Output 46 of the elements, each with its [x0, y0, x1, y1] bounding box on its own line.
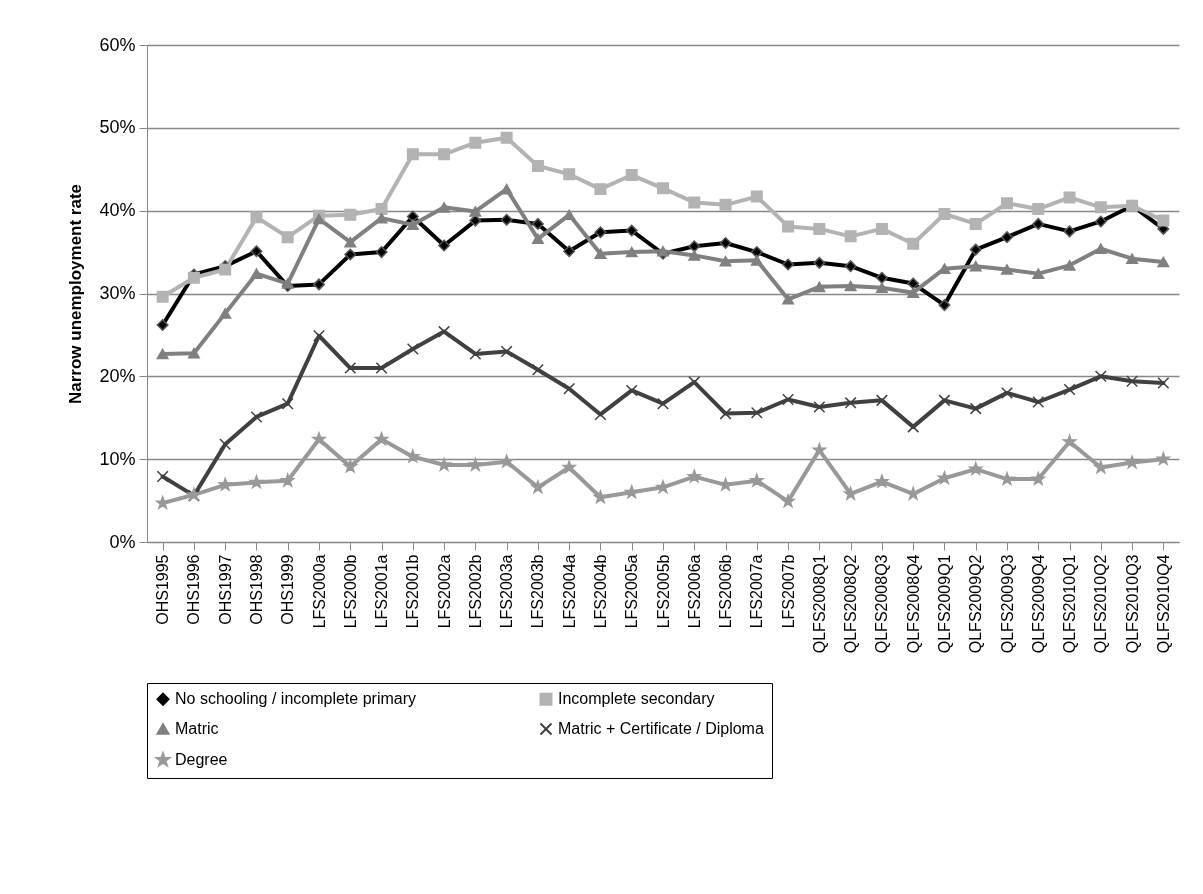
x-tick-label: LFS2005a	[623, 554, 641, 629]
x-tick-label: LFS2002b	[466, 554, 484, 629]
y-tick-label: 40%	[99, 200, 136, 221]
x-tick-label: QLFS2010Q3	[1123, 554, 1141, 654]
x-tick-label: LFS2004a	[560, 554, 578, 629]
y-tick-label: 30%	[99, 283, 136, 303]
y-tick-label: 10%	[99, 448, 136, 469]
x-tick-label: LFS2000a	[310, 554, 328, 629]
x-tick-label: QLFS2009Q1	[935, 554, 953, 654]
x-tick-label: QLFS2008Q3	[873, 554, 891, 654]
x-tick-label: LFS2003a	[498, 554, 516, 629]
x-tick-label: LFS2007a	[748, 554, 766, 629]
x-tick-label: QLFS2009Q3	[998, 554, 1016, 654]
y-tick-label: 0%	[109, 531, 136, 552]
legend-label: Matric	[175, 720, 219, 737]
x-tick-label: QLFS2008Q1	[810, 554, 828, 654]
x-tick-label: OHS1998	[247, 554, 265, 625]
x-tick-label: LFS2005b	[654, 554, 672, 629]
x-tick-label: LFS2002a	[435, 554, 453, 629]
x-tick-label: OHS1995	[154, 554, 172, 625]
x-tick-label: QLFS2008Q4	[904, 554, 922, 654]
x-tick-label: OHS1997	[216, 554, 234, 625]
x-tick-label: LFS2006a	[685, 554, 703, 629]
x-tick-label: QLFS2010Q4	[1154, 554, 1172, 654]
x-tick-label: QLFS2009Q2	[967, 554, 985, 654]
x-tick-label: LFS2001b	[404, 554, 422, 629]
y-tick-label: 20%	[99, 365, 136, 386]
x-tick-label: QLFS2010Q2	[1092, 554, 1110, 654]
x-tick-label: LFS2003b	[529, 554, 547, 629]
x-tick-label: LFS2007b	[779, 554, 797, 629]
x-tick-label: QLFS2009Q4	[1029, 554, 1047, 654]
legend-label: Matric + Certificate / Diploma	[558, 720, 764, 737]
x-tick-label: QLFS2010Q1	[1061, 554, 1079, 654]
legend-label: No schooling / incomplete primary	[175, 690, 416, 708]
x-tick-label: LFS2000b	[341, 554, 359, 629]
x-tick-label: LFS2004b	[591, 554, 609, 629]
x-tick-label: LFS2006b	[717, 554, 735, 629]
x-tick-label: OHS1999	[279, 554, 297, 625]
x-tick-label: LFS2001a	[373, 554, 391, 629]
legend-label: Incomplete secondary	[558, 690, 715, 708]
y-tick-label: 50%	[99, 117, 136, 138]
legend-label: Degree	[175, 751, 228, 768]
x-tick-label: OHS1996	[185, 554, 203, 625]
y-axis-title: Narrow unemployment rate	[66, 183, 86, 405]
x-tick-label: QLFS2008Q2	[842, 554, 860, 654]
y-tick-label: 60%	[99, 34, 136, 55]
